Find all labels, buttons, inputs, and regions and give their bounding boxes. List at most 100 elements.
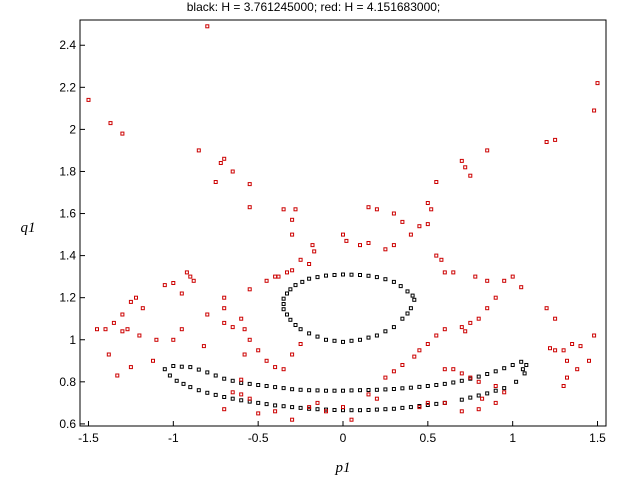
data-point xyxy=(222,306,227,311)
data-point xyxy=(293,323,298,327)
data-point xyxy=(553,137,558,142)
y-tick-label: 1.2 xyxy=(59,291,76,305)
data-point xyxy=(288,287,293,292)
data-point xyxy=(358,273,362,277)
data-point xyxy=(391,243,396,248)
data-point xyxy=(285,270,289,275)
data-point xyxy=(188,274,193,279)
data-point xyxy=(417,224,422,229)
data-point xyxy=(408,405,413,410)
data-point xyxy=(468,320,473,325)
y-axis-title: q1 xyxy=(21,220,36,236)
data-point xyxy=(442,400,447,405)
x-tick-label: -1.5 xyxy=(78,431,99,445)
data-point xyxy=(281,386,286,391)
x-axis: -1.5 -1 -0.5 0 0.5 1 1.5 xyxy=(78,421,606,445)
data-point xyxy=(434,253,439,258)
data-point xyxy=(315,388,320,393)
data-point xyxy=(391,369,396,374)
data-point xyxy=(341,405,345,410)
data-point xyxy=(332,338,337,343)
data-point xyxy=(167,373,172,378)
data-point xyxy=(293,283,298,288)
data-point xyxy=(400,363,405,367)
y-axis: 0.6 0.8 1 1.2 1.4 1.6 1.8 2 2.2 2.4 xyxy=(59,38,85,431)
data-point xyxy=(442,367,447,372)
data-point xyxy=(349,272,354,277)
data-point xyxy=(592,108,597,113)
y-tick-label: 1 xyxy=(69,333,76,347)
data-point xyxy=(383,387,388,392)
data-point xyxy=(434,401,439,406)
data-point xyxy=(222,395,227,399)
data-point xyxy=(544,140,549,144)
data-point xyxy=(179,364,184,369)
data-point xyxy=(341,388,345,393)
data-point xyxy=(485,278,490,283)
data-point xyxy=(213,373,218,378)
plot-frame xyxy=(79,19,607,427)
data-point xyxy=(476,407,481,412)
data-point xyxy=(459,409,464,414)
data-point xyxy=(366,408,371,412)
data-point xyxy=(134,295,138,300)
data-point xyxy=(128,365,133,370)
chart-title: black: H = 3.761245000; red: H = 4.15168… xyxy=(186,0,441,14)
data-point xyxy=(264,402,269,407)
data-point xyxy=(366,392,371,397)
data-point xyxy=(179,291,184,296)
data-point xyxy=(290,417,295,422)
data-point xyxy=(315,334,320,339)
data-point xyxy=(548,346,552,351)
data-point xyxy=(366,388,371,392)
data-point xyxy=(310,243,315,248)
data-point xyxy=(459,371,464,376)
data-point xyxy=(324,388,328,393)
data-point xyxy=(222,156,227,161)
data-point xyxy=(561,348,566,353)
data-point xyxy=(442,270,447,275)
data-point xyxy=(493,369,498,374)
data-point xyxy=(408,232,413,237)
data-point xyxy=(108,121,113,126)
data-point xyxy=(205,370,210,375)
data-point xyxy=(285,291,289,296)
x-tick-label: -1 xyxy=(168,431,179,445)
data-point xyxy=(205,312,210,317)
data-point xyxy=(288,317,293,322)
data-point xyxy=(408,306,413,311)
data-point xyxy=(332,408,337,412)
data-point xyxy=(374,407,379,412)
data-point xyxy=(374,275,379,280)
data-point xyxy=(205,390,210,395)
data-point xyxy=(405,311,410,316)
data-point xyxy=(366,335,371,340)
data-point xyxy=(493,400,498,405)
data-point xyxy=(485,306,490,311)
data-point xyxy=(111,320,116,325)
data-point xyxy=(473,274,478,279)
data-point xyxy=(264,384,269,388)
data-point xyxy=(400,219,405,224)
y-tick-label: 0.8 xyxy=(59,375,76,389)
data-point xyxy=(154,337,159,342)
data-point xyxy=(408,385,413,390)
data-point xyxy=(391,406,396,411)
data-point xyxy=(324,409,328,414)
data-point xyxy=(191,278,196,283)
x-tick-label: -0.5 xyxy=(248,431,269,445)
data-point xyxy=(213,392,218,397)
data-point xyxy=(222,376,227,381)
data-point xyxy=(417,348,422,353)
data-point xyxy=(256,400,261,405)
x-tick-label: 0 xyxy=(340,431,347,445)
data-point xyxy=(264,358,269,363)
data-point xyxy=(247,287,252,292)
data-point xyxy=(256,383,261,387)
data-point xyxy=(239,398,244,403)
data-point xyxy=(120,131,125,136)
data-point xyxy=(383,329,388,334)
data-point xyxy=(374,333,379,338)
data-point xyxy=(341,272,345,277)
data-point xyxy=(451,380,456,385)
